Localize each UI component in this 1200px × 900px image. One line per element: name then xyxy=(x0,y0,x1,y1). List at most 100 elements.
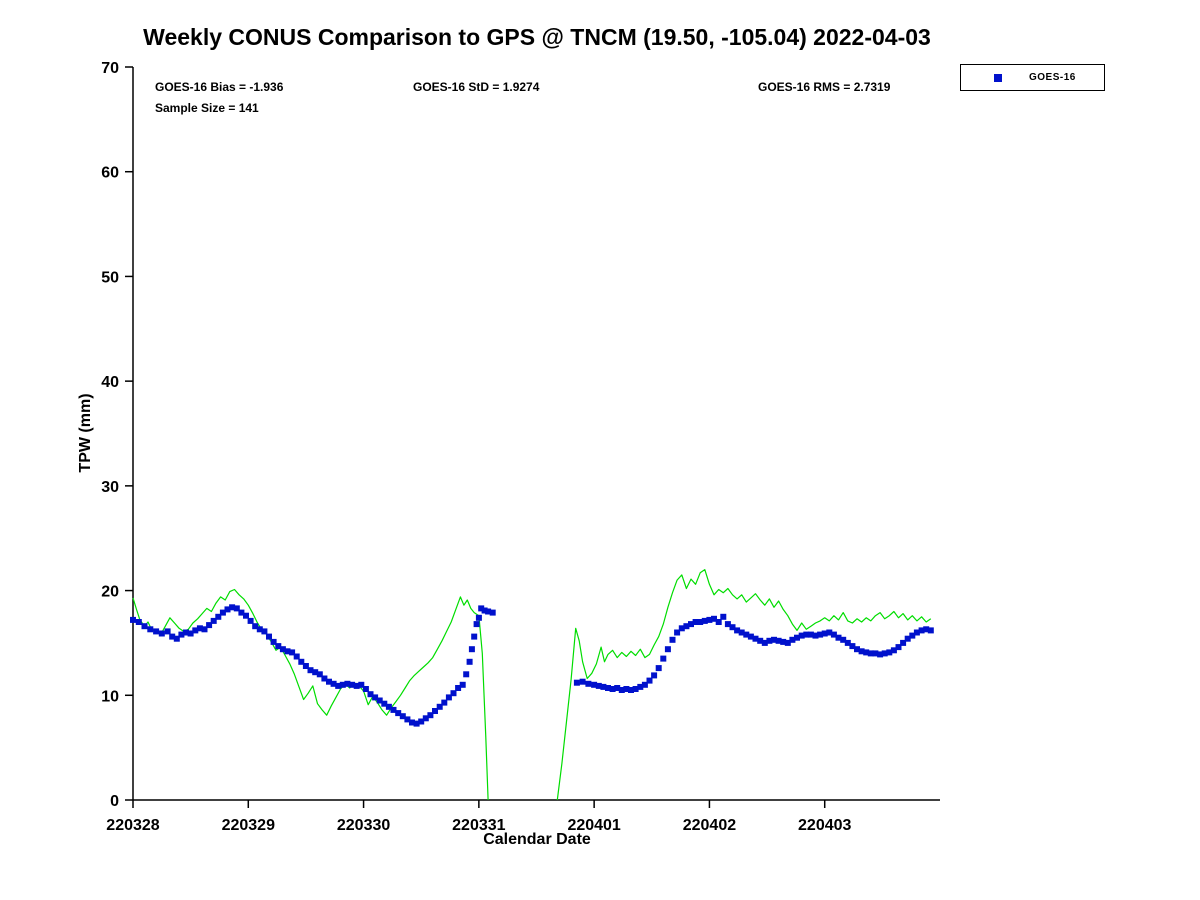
goes16-marker xyxy=(724,621,731,628)
goes16-marker xyxy=(678,625,685,632)
goes16-marker xyxy=(485,608,492,615)
goes16-marker xyxy=(153,628,160,635)
goes16-marker xyxy=(734,627,741,634)
goes16-marker xyxy=(757,637,764,644)
goes16-marker xyxy=(335,682,342,689)
goes16-marker xyxy=(468,646,475,653)
goes16-marker xyxy=(201,626,208,633)
goes16-marker xyxy=(289,649,296,656)
goes16-marker xyxy=(215,613,222,620)
goes16-marker xyxy=(780,638,787,645)
goes16-marker xyxy=(900,639,907,646)
goes16-marker xyxy=(432,708,438,714)
goes16-marker xyxy=(817,631,824,638)
goes16-marker xyxy=(367,691,374,698)
goes16-marker xyxy=(427,712,434,719)
goes16-marker xyxy=(761,639,768,646)
goes16-marker xyxy=(339,681,346,688)
goes16-marker xyxy=(881,650,888,657)
goes16-marker xyxy=(697,619,704,625)
goes16-marker xyxy=(579,678,586,685)
goes16-marker xyxy=(489,609,496,616)
goes16-marker xyxy=(183,629,189,636)
legend-entry-goes16: GOES-16 xyxy=(1029,72,1076,83)
goes16-marker xyxy=(362,686,369,692)
goes16-marker xyxy=(812,632,819,639)
goes16-marker xyxy=(729,624,736,631)
goes16-marker xyxy=(293,653,300,660)
goes16-marker xyxy=(798,632,805,639)
goes16-marker xyxy=(164,628,171,635)
goes16-marker xyxy=(385,703,392,710)
goes16-marker xyxy=(711,615,717,622)
stat-std: GOES-16 StD = 1.9274 xyxy=(413,80,540,94)
goes16-marker xyxy=(413,720,420,727)
goes16-marker xyxy=(192,627,199,634)
gps-line-series xyxy=(132,568,932,801)
y-tick-label: 50 xyxy=(101,269,119,286)
goes16-marker xyxy=(158,630,165,637)
gps-line xyxy=(556,568,932,801)
goes16-marker xyxy=(858,648,865,655)
goes16-marker xyxy=(130,616,136,623)
goes16-marker xyxy=(641,681,648,688)
goes16-marker xyxy=(585,680,592,687)
goes16-marker xyxy=(863,649,870,656)
goes16-marker xyxy=(196,625,203,632)
goes16-marker xyxy=(349,681,355,688)
goes16-marker xyxy=(459,681,466,688)
goes16-marker xyxy=(830,631,837,638)
goes16-marker xyxy=(923,626,930,633)
goes16-marker xyxy=(463,671,470,678)
goes16-marker xyxy=(252,623,259,630)
goes16-marker xyxy=(623,686,630,692)
goes16-marker xyxy=(605,685,611,691)
goes16-marker xyxy=(660,655,667,662)
goes16-marker xyxy=(247,617,254,624)
goes16-marker xyxy=(210,617,217,624)
goes16-marker xyxy=(436,703,443,710)
goes16-marker xyxy=(169,633,176,640)
goes16-marker xyxy=(376,697,383,704)
goes16-marker xyxy=(692,619,699,625)
goes16-marker xyxy=(473,621,480,628)
goes16-marker xyxy=(743,631,750,638)
goes16-marker xyxy=(422,715,429,722)
goes16-marker xyxy=(399,713,406,720)
goes16-marker xyxy=(826,629,833,636)
goes16-marker xyxy=(206,622,213,629)
goes16-marker xyxy=(270,638,277,645)
goes16-marker xyxy=(854,646,860,653)
x-tick-label: 220402 xyxy=(683,817,736,834)
goes16-marker xyxy=(275,643,282,650)
goes16-marker xyxy=(187,630,194,637)
goes16-marker xyxy=(655,665,662,672)
stat-bias: GOES-16 Bias = -1.936 xyxy=(155,80,284,94)
goes16-marker xyxy=(141,623,148,630)
goes16-marker xyxy=(358,681,365,688)
goes16-marker xyxy=(238,609,245,616)
goes16-marker xyxy=(312,669,319,676)
goes16-marker xyxy=(475,614,482,621)
goes16-marker xyxy=(752,635,759,642)
goes16-marker xyxy=(618,687,625,693)
goes16-marker xyxy=(256,626,263,633)
goes16-scatter-series xyxy=(130,604,934,727)
goes16-marker xyxy=(395,710,402,717)
goes16-marker xyxy=(918,627,925,634)
goes16-marker xyxy=(481,607,488,614)
goes16-marker xyxy=(441,699,448,706)
goes16-marker xyxy=(701,617,708,624)
goes16-marker xyxy=(390,706,397,713)
goes16-marker xyxy=(404,716,411,723)
goes16-marker xyxy=(637,683,644,690)
y-tick-label: 20 xyxy=(101,584,119,601)
goes16-marker xyxy=(409,719,415,726)
goes16-marker xyxy=(821,630,828,637)
legend-box: GOES-16 xyxy=(960,64,1105,91)
goes16-marker xyxy=(807,631,814,638)
x-tick-label: 220328 xyxy=(106,817,159,834)
x-tick-label: 220401 xyxy=(567,817,620,834)
goes16-marker xyxy=(445,694,452,701)
